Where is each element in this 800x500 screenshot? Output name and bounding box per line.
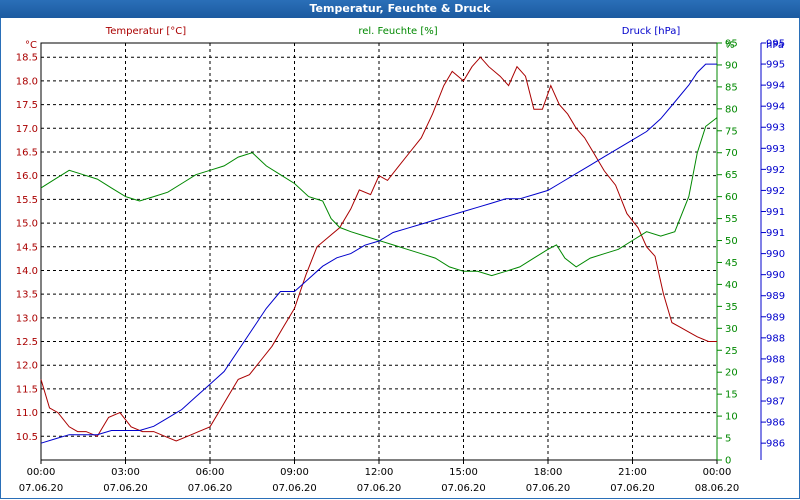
y-mid-tick-label: 15 — [725, 390, 738, 401]
y-right-tick-label: 990 — [766, 270, 785, 281]
y-right-tick-label: 992 — [766, 165, 785, 176]
x-tick-label: 18:00 — [534, 467, 563, 478]
y-mid-tick-label: 80 — [725, 104, 738, 115]
y-right-tick-label: 987 — [766, 397, 785, 408]
y-right-axis-label: Druck [hPa] — [622, 26, 681, 37]
y-right-tick-label: 991 — [766, 207, 785, 218]
y-left-tick-label: 16.5 — [16, 147, 38, 158]
y-mid-unit: % — [725, 40, 735, 51]
y-right-tick-label: 993 — [766, 123, 785, 134]
y-left-tick-label: 12.5 — [16, 337, 38, 348]
y-right-tick-label: 995 — [766, 39, 785, 50]
y-mid-tick-label: 85 — [725, 82, 738, 93]
y-left-unit: °C — [25, 40, 37, 51]
y-right-tick-label: 990 — [766, 249, 785, 260]
y-mid-tick-label: 50 — [725, 236, 738, 247]
x-tick-label: 12:00 — [365, 467, 394, 478]
axes: 00:00 07.06.20 03:00 07.06.20 06:00 07.06.20 0… — [16, 26, 785, 494]
series-line-druck-hpa — [40, 63, 717, 444]
y-mid-tick-label: 65 — [725, 170, 738, 181]
y-mid-tick-label: 0 — [725, 456, 731, 467]
y-left-axis-label: Temperatur [°C] — [105, 26, 186, 37]
x-tick-date: 07.06.20 — [610, 483, 655, 494]
x-tick-date: 07.06.20 — [441, 483, 486, 494]
grid — [40, 42, 718, 461]
y-mid-tick-label: 55 — [725, 214, 738, 225]
x-tick-date: 08.06.20 — [695, 483, 740, 494]
series-line-temperatur-c — [40, 56, 717, 442]
y-mid-tick-label: 60 — [725, 192, 738, 203]
y-right-tick-label: 994 — [766, 81, 785, 92]
y-left-tick-label: 15.0 — [16, 219, 38, 230]
y-left-tick-label: 17.5 — [16, 100, 38, 111]
series — [40, 56, 718, 444]
y-mid-tick-label: 90 — [725, 60, 738, 71]
x-tick-label: 09:00 — [280, 467, 309, 478]
y-mid-tick-label: 10 — [725, 412, 738, 423]
x-tick-label: 06:00 — [196, 467, 225, 478]
y-mid-tick-label: 40 — [725, 280, 738, 291]
x-tick-date: 07.06.20 — [19, 483, 64, 494]
y-mid-tick-label: 35 — [725, 302, 738, 313]
series-line-rel-feuchte — [40, 117, 718, 277]
y-right-tick-label: 986 — [766, 439, 785, 450]
y-left-tick-label: 16.0 — [16, 171, 38, 182]
x-tick-date: 07.06.20 — [357, 483, 402, 494]
y-right-unit: hPa — [766, 40, 784, 51]
x-tick-date: 07.06.20 — [188, 483, 233, 494]
y-right-tick-label: 993 — [766, 144, 785, 155]
x-tick-label: 00:00 — [703, 467, 732, 478]
y-left-tick-label: 18.0 — [16, 76, 38, 87]
y-left-tick-label: 10.5 — [16, 432, 38, 443]
y-mid-tick-label: 25 — [725, 346, 738, 357]
y-right-tick-label: 995 — [766, 60, 785, 71]
x-tick-date: 07.06.20 — [272, 483, 317, 494]
line-chart: 00:00 07.06.20 03:00 07.06.20 06:00 07.06.20 0… — [16, 26, 785, 494]
y-mid-tick-label: 45 — [725, 258, 738, 269]
y-left-tick-label: 14.5 — [16, 242, 38, 253]
y-right-tick-label: 992 — [766, 186, 785, 197]
x-tick-label: 00:00 — [27, 467, 56, 478]
y-right-tick-label: 988 — [766, 333, 785, 344]
x-tick-date: 07.06.20 — [103, 483, 148, 494]
y-left-tick-label: 17.0 — [16, 124, 38, 135]
y-mid-axis-label: rel. Feuchte [%] — [358, 26, 437, 37]
y-mid-tick-label: 70 — [725, 148, 738, 159]
chart-title: Temperatur, Feuchte & Druck — [0, 0, 800, 18]
y-right-tick-label: 991 — [766, 228, 785, 239]
y-right-tick-label: 994 — [766, 102, 785, 113]
y-left-tick-label: 14.0 — [16, 266, 38, 277]
y-mid-tick-label: 95 — [725, 39, 738, 50]
y-left-tick-label: 13.0 — [16, 313, 38, 324]
y-left-tick-label: 13.5 — [16, 290, 38, 301]
y-mid-tick-label: 75 — [725, 126, 738, 137]
y-mid-tick-label: 5 — [725, 434, 731, 445]
y-mid-tick-label: 30 — [725, 324, 738, 335]
y-left-tick-label: 15.5 — [16, 195, 38, 206]
x-tick-date: 07.06.20 — [526, 483, 571, 494]
y-left-tick-label: 11.0 — [16, 408, 38, 419]
y-right-tick-label: 986 — [766, 418, 785, 429]
y-mid-tick-label: 20 — [725, 368, 738, 379]
y-right-tick-label: 988 — [766, 354, 785, 365]
y-right-tick-label: 987 — [766, 375, 785, 386]
y-left-tick-label: 11.5 — [16, 384, 38, 395]
y-left-tick-label: 12.0 — [16, 361, 38, 372]
y-right-tick-label: 989 — [766, 291, 785, 302]
y-left-tick-label: 18.5 — [16, 53, 38, 64]
x-tick-label: 15:00 — [449, 467, 478, 478]
x-tick-label: 03:00 — [111, 467, 140, 478]
x-tick-label: 21:00 — [618, 467, 647, 478]
chart-frame: 00:00 07.06.20 03:00 07.06.20 06:00 07.06.20 0… — [0, 18, 800, 499]
y-right-tick-label: 989 — [766, 312, 785, 323]
